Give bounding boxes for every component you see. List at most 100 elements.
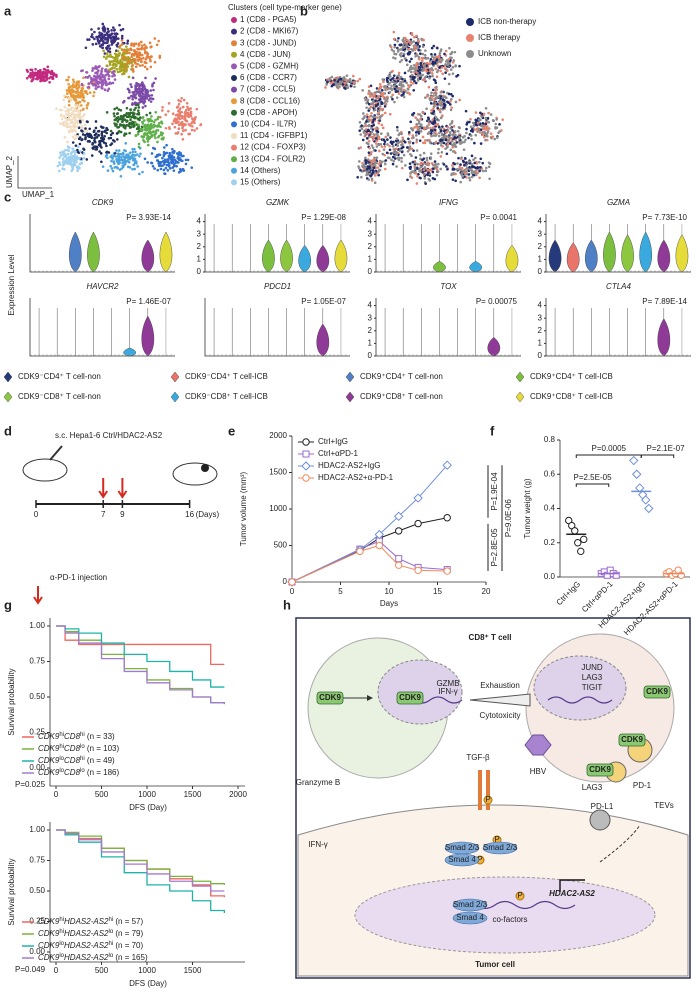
cell-dot — [37, 73, 41, 77]
cell-dot — [489, 113, 493, 116]
cell-dot — [436, 170, 440, 173]
cell-dot — [90, 28, 93, 31]
cell-dot — [428, 76, 431, 80]
cell-dot — [432, 122, 435, 126]
cell-dot — [67, 85, 71, 89]
cell-dot — [412, 35, 416, 39]
cell-dot — [367, 116, 371, 119]
legend-label: CDK9⁺CD4⁺ T cell-non — [360, 372, 443, 381]
diagram-text: Smad 2/3 — [453, 900, 488, 909]
cell-dot — [141, 106, 145, 109]
cell-dot — [399, 75, 403, 79]
cell-dot — [366, 99, 370, 102]
cell-dot — [415, 134, 418, 137]
cell-dot — [435, 55, 439, 59]
cell-dot — [107, 136, 111, 140]
cell-dot — [486, 116, 490, 120]
cell-dot — [42, 72, 45, 76]
cell-dot — [388, 112, 392, 116]
cell-dot — [377, 94, 381, 98]
legend-label-part: (n = 70) — [113, 941, 143, 950]
cell-dot — [115, 43, 119, 47]
violin — [603, 231, 616, 273]
cell-dot — [367, 153, 371, 157]
cell-dot — [436, 46, 439, 50]
legend-marker — [302, 450, 310, 458]
legend-label-part: hi — [59, 917, 64, 923]
cell-dot — [85, 129, 89, 133]
cell-dot — [362, 112, 365, 115]
cell-dot — [145, 128, 149, 131]
violin — [584, 239, 598, 273]
cell-dot — [482, 135, 486, 139]
cell-dot — [133, 61, 137, 64]
y-tick-label: 1.00 — [29, 825, 45, 834]
cell-dot — [168, 167, 172, 170]
cell-dot — [97, 129, 101, 133]
cell-dot — [431, 88, 435, 92]
cell-dot — [369, 174, 372, 178]
cell-dot — [453, 50, 457, 54]
cell-dot — [395, 165, 398, 168]
legend-label-part: CD8 — [64, 732, 81, 741]
cell-dot — [444, 71, 447, 74]
cell-dot — [429, 168, 433, 172]
cell-dot — [162, 154, 166, 158]
cell-dot — [110, 142, 114, 145]
cell-dot — [430, 108, 433, 112]
cell-dot — [373, 115, 377, 119]
cell-dot — [424, 49, 427, 52]
cell-dot — [445, 165, 448, 168]
cell-dot — [437, 134, 441, 138]
cell-dot — [46, 65, 50, 69]
cell-dot — [127, 75, 131, 79]
cell-dot — [473, 161, 477, 165]
arrow — [599, 824, 641, 863]
cell-dot — [431, 118, 435, 121]
legend-label: Ctrl+IgG — [318, 437, 348, 446]
cell-dot — [94, 148, 97, 151]
cell-dot — [157, 153, 161, 156]
diagram-text: P — [494, 835, 499, 844]
cell-dot — [126, 39, 130, 43]
cell-dot — [33, 71, 37, 75]
cell-dot — [72, 80, 76, 84]
cell-dot — [438, 52, 442, 55]
cell-dot — [66, 122, 69, 126]
cell-dot — [179, 123, 182, 126]
cell-dot — [103, 76, 106, 80]
cell-dot — [104, 69, 107, 73]
panel-label: a — [4, 3, 12, 18]
cell-dot — [180, 132, 183, 136]
cell-dot — [386, 138, 389, 141]
cell-dot — [106, 41, 109, 44]
cell-dot — [149, 55, 153, 58]
violin — [487, 337, 501, 357]
cell-dot — [173, 150, 176, 153]
cell-dot — [132, 121, 135, 124]
p-value: P= 0.00075 — [476, 297, 518, 306]
cell-dot — [396, 39, 399, 43]
cell-dot — [390, 48, 394, 52]
cell-dot — [123, 132, 127, 135]
cell-dot — [177, 102, 181, 106]
p-value: P=2.1E-07 — [646, 444, 685, 453]
cell-dot — [391, 76, 395, 80]
cell-dot — [359, 168, 362, 172]
cell-dot — [414, 116, 417, 120]
cell-dot — [134, 96, 138, 100]
cell-dot — [63, 94, 66, 98]
cell-dot — [76, 145, 80, 149]
cell-dot — [114, 124, 117, 127]
cell-dot — [335, 85, 339, 89]
cell-dot — [128, 126, 132, 129]
cell-dot — [370, 164, 374, 168]
cell-dot — [377, 170, 380, 173]
cell-dot — [175, 164, 178, 168]
cell-dot — [397, 141, 400, 145]
cell-dot — [164, 126, 168, 130]
cell-dot — [360, 127, 364, 131]
cell-dot — [140, 44, 144, 47]
cell-dot — [423, 65, 427, 69]
cell-dot — [101, 139, 105, 142]
